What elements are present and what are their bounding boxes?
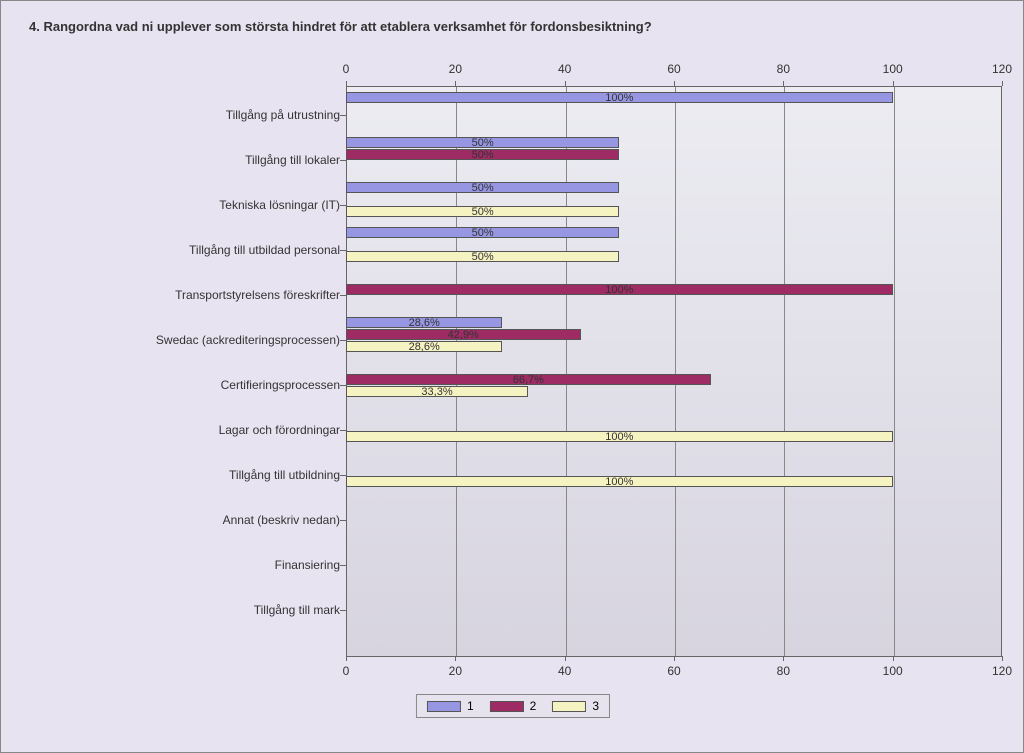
- category-tick: [340, 160, 346, 161]
- axis-tick-label: 60: [667, 664, 680, 678]
- chart-title: 4. Rangordna vad ni upplever som största…: [1, 1, 1023, 34]
- axis-tick-label: 120: [992, 62, 1012, 76]
- category-label: Tekniska lösningar (IT): [219, 198, 340, 212]
- legend-item: 1: [427, 699, 474, 713]
- axis-tick: [674, 656, 675, 661]
- category-label: Tillgång på utrustning: [226, 108, 340, 122]
- gridline: [894, 86, 895, 656]
- axis-tick: [783, 81, 784, 86]
- axis-tick-label: 0: [343, 62, 350, 76]
- gridline: [675, 86, 676, 656]
- axis-tick: [893, 81, 894, 86]
- axis-tick: [1002, 81, 1003, 86]
- bar-value-label: 50%: [472, 182, 494, 194]
- category-tick: [340, 610, 346, 611]
- bar-value-label: 50%: [472, 227, 494, 239]
- bar-value-label: 100%: [605, 92, 633, 104]
- bar-value-label: 50%: [472, 137, 494, 149]
- bar-value-label: 100%: [605, 284, 633, 296]
- axis-tick-label: 20: [449, 664, 462, 678]
- chart-container: 0 0 20 20 40 40 60 60 80 80 100 100 120 120 Tillgång p…: [1, 51, 1024, 701]
- gridline: [784, 86, 785, 656]
- category-label: Swedac (ackrediteringsprocessen): [156, 333, 340, 347]
- category-label: Tillgång till utbildad personal: [189, 243, 340, 257]
- plot-area: [346, 86, 1002, 656]
- category-tick: [340, 565, 346, 566]
- chart-page: 4. Rangordna vad ni upplever som största…: [0, 0, 1024, 753]
- bar-value-label: 100%: [605, 431, 633, 443]
- axis-tick-label: 120: [992, 664, 1012, 678]
- axis-tick: [455, 656, 456, 661]
- bar-value-label: 50%: [472, 206, 494, 218]
- bar-value-label: 66,7%: [513, 374, 544, 386]
- bar-value-label: 50%: [472, 251, 494, 263]
- legend-label: 3: [592, 699, 599, 713]
- category-label: Tillgång till utbildning: [229, 468, 340, 482]
- legend-swatch: [552, 701, 586, 712]
- bar-value-label: 33,3%: [421, 386, 452, 398]
- bar-value-label: 42,9%: [448, 329, 479, 341]
- category-tick: [340, 520, 346, 521]
- category-tick: [340, 295, 346, 296]
- axis-tick: [346, 656, 347, 661]
- axis-tick-label: 60: [667, 62, 680, 76]
- axis-tick: [1002, 656, 1003, 661]
- category-label: Lagar och förordningar: [219, 423, 340, 437]
- axis-tick-label: 40: [558, 664, 571, 678]
- axis-tick-label: 20: [449, 62, 462, 76]
- axis-tick: [893, 656, 894, 661]
- axis-tick-label: 0: [343, 664, 350, 678]
- category-label: Finansiering: [275, 558, 340, 572]
- axis-tick-label: 80: [777, 664, 790, 678]
- gridline: [456, 86, 457, 656]
- category-label: Transportstyrelsens föreskrifter: [175, 288, 340, 302]
- category-label: Tillgång till lokaler: [245, 153, 340, 167]
- axis-tick-label: 40: [558, 62, 571, 76]
- category-label: Annat (beskriv nedan): [223, 513, 340, 527]
- legend-swatch: [427, 701, 461, 712]
- bar-value-label: 28,6%: [409, 341, 440, 353]
- bar-value-label: 28,6%: [409, 317, 440, 329]
- axis-tick-label: 80: [777, 62, 790, 76]
- gridline: [566, 86, 567, 656]
- legend-label: 1: [467, 699, 474, 713]
- legend-item: 3: [552, 699, 599, 713]
- axis-tick: [783, 656, 784, 661]
- axis-tick: [674, 81, 675, 86]
- legend-swatch: [490, 701, 524, 712]
- category-label: Tillgång till mark: [254, 603, 340, 617]
- bar-value-label: 50%: [472, 149, 494, 161]
- category-label: Certifieringsprocessen: [221, 378, 340, 392]
- axis-tick: [346, 81, 347, 86]
- legend-label: 2: [530, 699, 537, 713]
- legend-item: 2: [490, 699, 537, 713]
- axis-tick: [565, 656, 566, 661]
- axis-tick: [455, 81, 456, 86]
- axis-tick-label: 100: [883, 62, 903, 76]
- axis-tick: [565, 81, 566, 86]
- axis-top: [346, 86, 1002, 87]
- legend: 1 2 3: [416, 694, 610, 718]
- bar-value-label: 100%: [605, 476, 633, 488]
- axis-tick-label: 100: [883, 664, 903, 678]
- category-tick: [340, 115, 346, 116]
